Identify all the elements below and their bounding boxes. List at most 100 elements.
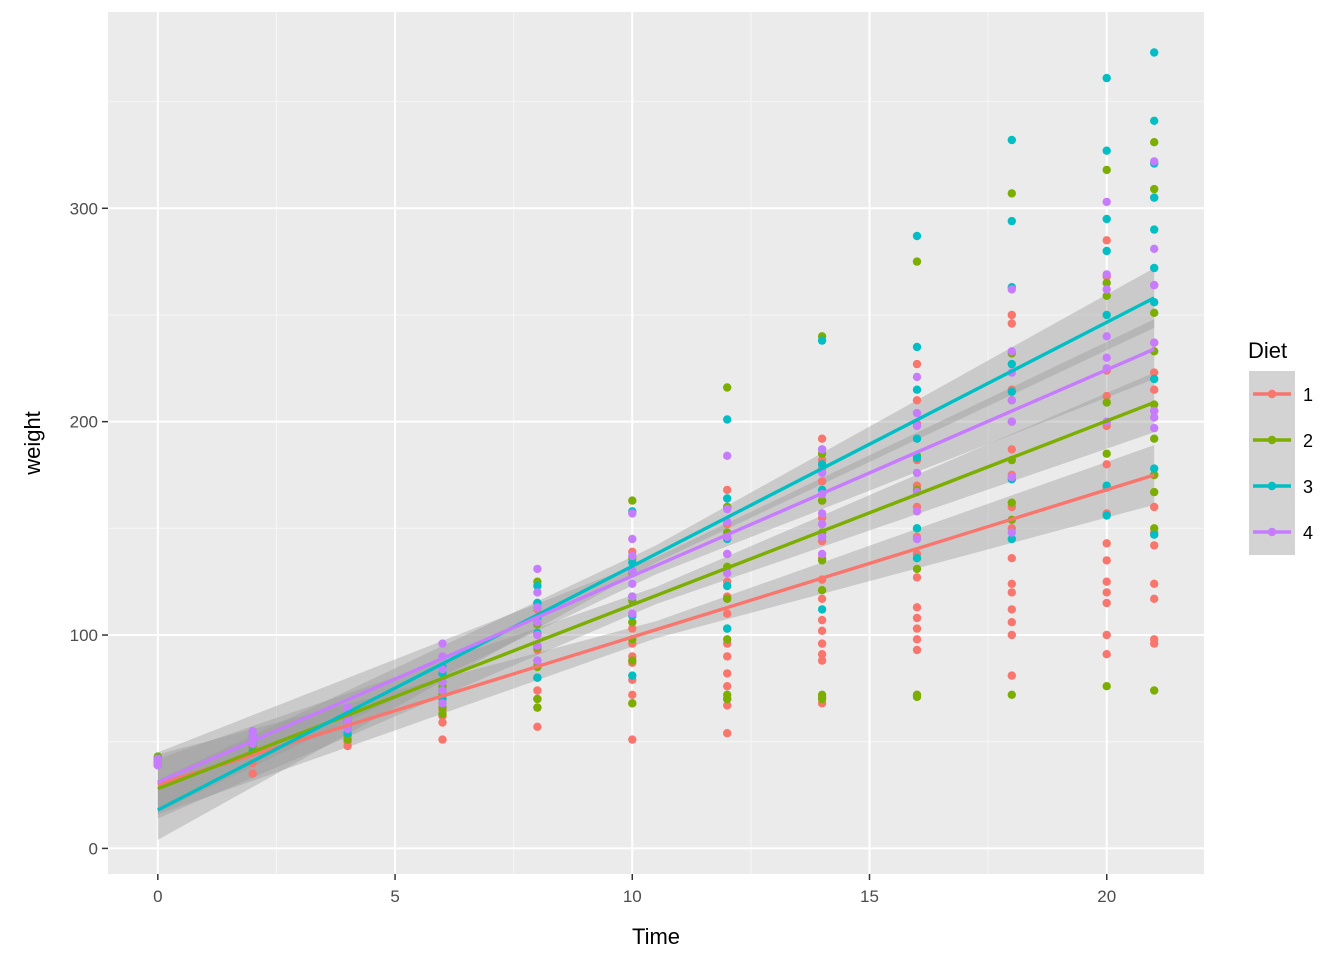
y-axis: 0 100 200 300 — [70, 199, 108, 858]
data-point-4 — [628, 579, 637, 588]
legend-title: Diet — [1248, 338, 1287, 363]
data-point-2 — [1150, 434, 1159, 443]
data-point-3 — [723, 494, 732, 503]
data-point-2 — [1150, 487, 1159, 497]
data-point-3 — [628, 671, 637, 680]
data-point-2 — [628, 618, 637, 627]
data-point-2 — [628, 699, 637, 708]
data-point-4 — [723, 451, 732, 460]
data-point-2 — [1102, 682, 1111, 691]
data-point-1 — [817, 615, 827, 625]
data-point-2 — [723, 635, 732, 644]
legend-key-point-2 — [1267, 435, 1277, 445]
data-point-1 — [912, 396, 922, 405]
data-point-4 — [912, 372, 922, 382]
data-point-3 — [912, 231, 922, 241]
data-point-3 — [723, 415, 732, 424]
fit-line-4 — [157, 347, 1155, 784]
data-point-4 — [1007, 528, 1016, 537]
data-point-1 — [1150, 635, 1159, 644]
data-point-3 — [533, 581, 542, 591]
grid-major — [108, 12, 1204, 874]
data-point-4 — [248, 726, 257, 736]
data-point-3 — [1102, 73, 1111, 83]
data-point-2 — [723, 594, 732, 603]
fit-line-3 — [157, 296, 1155, 812]
data-point-3 — [1102, 214, 1111, 224]
data-point-1 — [817, 434, 827, 443]
data-point-4 — [912, 534, 922, 544]
data-point-3 — [912, 434, 922, 443]
data-point-4 — [912, 468, 922, 478]
y-tick-label: 0 — [89, 839, 98, 858]
data-point-3 — [912, 385, 922, 394]
data-point-3 — [817, 336, 827, 345]
data-point-3 — [817, 605, 827, 614]
data-point-4 — [628, 509, 637, 518]
data-point-4 — [1150, 244, 1159, 253]
data-point-4 — [1007, 285, 1016, 294]
plot-panel — [108, 12, 1204, 874]
data-point-3 — [1007, 534, 1016, 544]
data-point-1 — [533, 686, 542, 695]
grid-minor — [108, 12, 1204, 874]
data-point-3 — [912, 342, 922, 352]
data-point-2 — [438, 709, 447, 719]
data-point-4 — [1102, 353, 1111, 362]
data-point-2 — [1102, 278, 1111, 288]
data-point-1 — [1007, 630, 1016, 640]
data-point-3 — [1150, 263, 1159, 273]
data-point-4 — [533, 603, 542, 612]
data-point-4 — [1007, 347, 1016, 356]
data-point-2 — [1150, 524, 1159, 533]
data-point-1 — [1007, 605, 1016, 614]
data-point-3 — [1102, 146, 1111, 155]
x-axis-title: Time — [632, 924, 680, 949]
data-point-2 — [723, 383, 732, 392]
data-point-2 — [1150, 686, 1159, 695]
data-point-1 — [1007, 319, 1016, 328]
data-point-4 — [438, 639, 447, 648]
legend-key-point-3 — [1267, 481, 1277, 491]
data-point-1 — [817, 650, 827, 659]
data-point-1 — [1102, 391, 1111, 401]
data-point-1 — [1150, 385, 1159, 394]
data-point-1 — [912, 645, 922, 655]
data-point-3 — [1150, 464, 1159, 473]
data-point-1 — [533, 722, 542, 731]
data-point-4 — [723, 549, 732, 559]
y-tick-label: 300 — [70, 199, 98, 218]
data-point-2 — [723, 690, 732, 699]
x-tick-label: 5 — [390, 887, 399, 906]
data-point-1 — [817, 656, 827, 665]
data-point-4 — [817, 549, 827, 559]
data-point-4 — [1007, 396, 1016, 405]
data-point-1 — [912, 573, 922, 582]
data-point-2 — [817, 586, 827, 595]
data-point-2 — [1007, 690, 1016, 699]
data-point-1 — [723, 485, 732, 495]
data-point-1 — [817, 639, 827, 648]
data-point-1 — [817, 594, 827, 603]
data-point-4 — [817, 509, 827, 518]
data-point-4 — [438, 686, 447, 695]
data-point-3 — [1150, 48, 1159, 57]
data-point-1 — [1102, 556, 1111, 565]
data-point-2 — [1007, 189, 1016, 198]
data-point-2 — [1102, 165, 1111, 175]
data-point-3 — [1007, 135, 1016, 145]
data-point-1 — [817, 477, 827, 486]
data-point-4 — [1007, 472, 1016, 482]
data-point-4 — [817, 445, 827, 454]
data-point-3 — [723, 624, 732, 633]
legend-label-3: 3 — [1303, 477, 1313, 497]
data-point-4 — [723, 569, 732, 578]
x-tick-label: 15 — [860, 887, 879, 906]
data-point-1 — [912, 603, 922, 612]
data-point-1 — [1102, 650, 1111, 659]
data-point-4 — [912, 507, 922, 516]
data-point-4 — [1102, 285, 1111, 294]
legend-label-2: 2 — [1303, 431, 1313, 451]
data-point-1 — [912, 624, 922, 633]
